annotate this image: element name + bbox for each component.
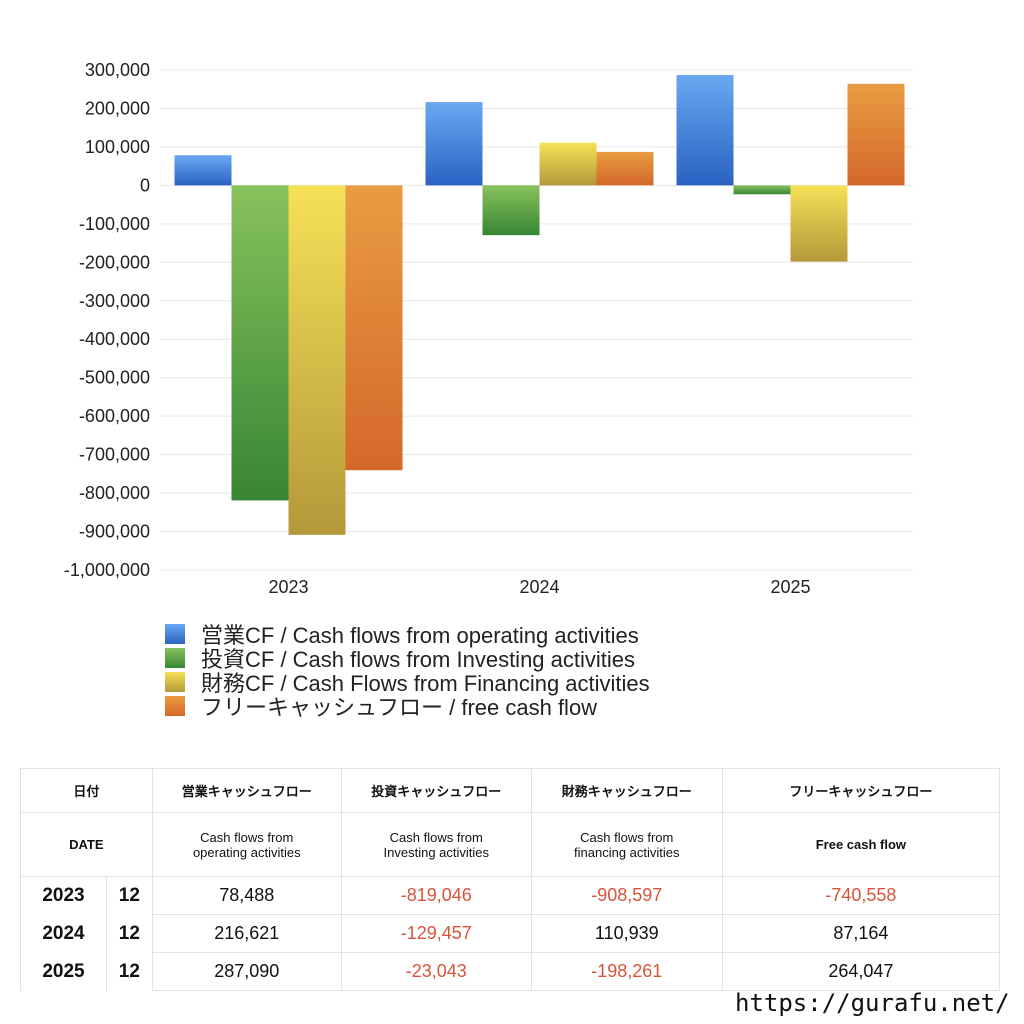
legend-swatch bbox=[165, 648, 185, 668]
legend-label: 投資CF / Cash flows from Investing activit… bbox=[201, 647, 636, 672]
header-free-jp: フリーキャッシュフロー bbox=[721, 768, 1001, 813]
bar-2025-series-0 bbox=[676, 74, 734, 186]
table-header-en: DATE Cash flows from operating activitie… bbox=[20, 812, 1001, 877]
legend-item: フリーキャッシュフロー / free cash flow bbox=[165, 694, 650, 720]
y-tick-label: -900,000 bbox=[79, 522, 150, 542]
header-date-jp: 日付 bbox=[20, 768, 153, 813]
y-tick-label: -300,000 bbox=[79, 291, 150, 311]
y-tick-label: -100,000 bbox=[79, 214, 150, 234]
table-row: 2025 12 287,090 -23,043 -198,261 264,047 bbox=[20, 952, 1001, 991]
cell-month: 12 bbox=[105, 914, 153, 953]
site-url[interactable]: https://gurafu.net/ bbox=[735, 989, 1010, 1017]
cell-inv: -819,046 bbox=[340, 876, 532, 915]
y-tick-label: -800,000 bbox=[79, 483, 150, 503]
cell-month: 12 bbox=[105, 952, 153, 991]
header-fin-en-text: Cash flows from financing activities bbox=[574, 829, 680, 860]
legend-item: 営業CF / Cash flows from operating activit… bbox=[165, 622, 650, 648]
bar-2024-series-0 bbox=[425, 102, 483, 186]
cell-year: 2025 bbox=[20, 952, 107, 991]
y-tick-label: -1,000,000 bbox=[64, 560, 150, 580]
cell-year: 2024 bbox=[20, 914, 107, 953]
cell-free: 87,164 bbox=[721, 914, 1001, 953]
table-row: 2023 12 78,488 -819,046 -908,597 -740,558 bbox=[20, 876, 1001, 915]
legend-swatch bbox=[165, 696, 185, 716]
header-free-en: Free cash flow bbox=[721, 812, 1001, 877]
legend-swatch bbox=[165, 624, 185, 644]
cell-op: 287,090 bbox=[151, 952, 342, 991]
cell-op: 216,621 bbox=[151, 914, 342, 953]
header-op-en: Cash flows from operating activities bbox=[151, 812, 342, 877]
y-tick-label: 100,000 bbox=[85, 137, 150, 157]
bar-2023-series-2 bbox=[288, 185, 346, 535]
cell-free: 264,047 bbox=[721, 952, 1001, 991]
bar-2024-series-1 bbox=[482, 185, 540, 236]
bar-2023-series-3 bbox=[345, 185, 403, 471]
cell-year: 2023 bbox=[20, 876, 107, 915]
y-tick-label: -700,000 bbox=[79, 445, 150, 465]
cell-op: 78,488 bbox=[151, 876, 342, 915]
header-fin-en: Cash flows from financing activities bbox=[530, 812, 723, 877]
table-row: 2024 12 216,621 -129,457 110,939 87,164 bbox=[20, 914, 1001, 953]
y-tick-label: -400,000 bbox=[79, 329, 150, 349]
cell-inv: -23,043 bbox=[340, 952, 532, 991]
bar-2024-series-3 bbox=[596, 151, 654, 186]
legend-label: 財務CF / Cash Flows from Financing activit… bbox=[201, 671, 650, 696]
y-tick-label: 0 bbox=[140, 175, 150, 195]
cash-flow-table: 日付 営業キャッシュフロー 投資キャッシュフロー 財務キャッシュフロー フリーキ… bbox=[20, 768, 1001, 991]
y-tick-label: 200,000 bbox=[85, 98, 150, 118]
y-tick-label: -500,000 bbox=[79, 368, 150, 388]
bar-2024-series-2 bbox=[539, 142, 597, 186]
legend-item: 投資CF / Cash flows from Investing activit… bbox=[165, 646, 650, 672]
cell-fin: -198,261 bbox=[530, 952, 723, 991]
header-date-en: DATE bbox=[20, 812, 153, 877]
legend-swatch bbox=[165, 672, 185, 692]
header-op-en-text: Cash flows from operating activities bbox=[192, 829, 301, 860]
cell-inv: -129,457 bbox=[340, 914, 532, 953]
x-tick-label: 2024 bbox=[519, 577, 559, 597]
header-op-jp: 営業キャッシュフロー bbox=[151, 768, 342, 813]
x-tick-label: 2023 bbox=[268, 577, 308, 597]
y-tick-label: -200,000 bbox=[79, 252, 150, 272]
cell-free: -740,558 bbox=[721, 876, 1001, 915]
header-inv-en: Cash flows from Investing activities bbox=[340, 812, 532, 877]
bar-2025-series-1 bbox=[733, 185, 791, 195]
legend-label: 営業CF / Cash flows from operating activit… bbox=[201, 623, 639, 648]
x-tick-label: 2025 bbox=[770, 577, 810, 597]
table-header-jp: 日付 営業キャッシュフロー 投資キャッシュフロー 財務キャッシュフロー フリーキ… bbox=[20, 768, 1001, 813]
y-tick-label: 300,000 bbox=[85, 60, 150, 80]
header-inv-jp: 投資キャッシュフロー bbox=[340, 768, 532, 813]
cell-fin: -908,597 bbox=[530, 876, 723, 915]
header-inv-en-text: Cash flows from Investing activities bbox=[383, 829, 490, 860]
legend-item: 財務CF / Cash Flows from Financing activit… bbox=[165, 670, 650, 696]
bar-2025-series-3 bbox=[847, 83, 905, 186]
y-tick-label: -600,000 bbox=[79, 406, 150, 426]
cell-fin: 110,939 bbox=[530, 914, 723, 953]
cash-flow-bar-chart: 300,000 200,000 100,000 0 -100,000 -200,000 -3… bbox=[64, 60, 913, 597]
header-fin-jp: 財務キャッシュフロー bbox=[530, 768, 723, 813]
bar-2023-series-1 bbox=[231, 185, 289, 501]
bar-2023-series-0 bbox=[174, 155, 232, 186]
legend: 営業CF / Cash flows from operating activit… bbox=[165, 622, 650, 720]
legend-label: フリーキャッシュフロー / free cash flow bbox=[201, 695, 598, 720]
cell-month: 12 bbox=[105, 876, 153, 915]
bar-2025-series-2 bbox=[790, 185, 848, 262]
